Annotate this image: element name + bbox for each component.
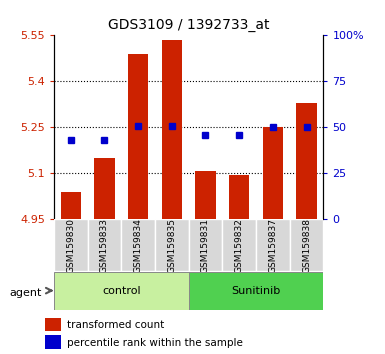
Title: GDS3109 / 1392733_at: GDS3109 / 1392733_at <box>108 18 270 32</box>
FancyBboxPatch shape <box>256 219 290 271</box>
Text: GSM159834: GSM159834 <box>134 218 142 273</box>
Bar <box>162 40 182 219</box>
Text: agent: agent <box>10 288 42 298</box>
FancyBboxPatch shape <box>189 272 323 310</box>
Bar <box>94 158 115 219</box>
Bar <box>263 127 283 219</box>
Text: GSM159837: GSM159837 <box>268 218 277 273</box>
Bar <box>128 54 148 219</box>
FancyBboxPatch shape <box>223 219 256 271</box>
Text: GSM159830: GSM159830 <box>66 218 75 273</box>
Bar <box>229 175 249 219</box>
Text: percentile rank within the sample: percentile rank within the sample <box>67 338 243 348</box>
Bar <box>196 171 216 219</box>
Text: GSM159833: GSM159833 <box>100 218 109 273</box>
Text: GSM159835: GSM159835 <box>167 218 176 273</box>
FancyBboxPatch shape <box>54 272 189 310</box>
FancyBboxPatch shape <box>189 219 223 271</box>
Bar <box>296 103 316 219</box>
Text: Sunitinib: Sunitinib <box>231 286 281 296</box>
Bar <box>45 335 60 349</box>
Text: GSM159831: GSM159831 <box>201 218 210 273</box>
FancyBboxPatch shape <box>88 219 121 271</box>
Text: GSM159832: GSM159832 <box>235 218 244 273</box>
FancyBboxPatch shape <box>290 219 323 271</box>
FancyBboxPatch shape <box>54 219 88 271</box>
Text: GSM159838: GSM159838 <box>302 218 311 273</box>
Bar <box>61 192 81 219</box>
Text: control: control <box>102 286 141 296</box>
Bar <box>45 318 60 331</box>
FancyBboxPatch shape <box>155 219 189 271</box>
FancyBboxPatch shape <box>121 219 155 271</box>
Text: transformed count: transformed count <box>67 320 164 330</box>
